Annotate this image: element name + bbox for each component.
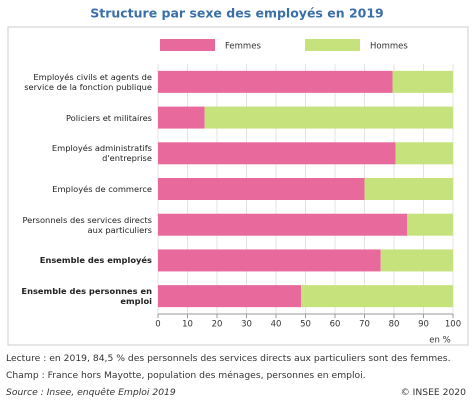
bar-segment [158,142,396,165]
bar-segment [158,213,408,236]
legend-label: Femmes [225,42,261,52]
bar-segment [158,249,381,272]
bar-segment [158,70,393,93]
bar-segment [158,285,302,308]
bar-segment [301,285,453,308]
x-tick-label: 40 [271,320,282,330]
category-label: Ensemble des personnes en emploi [21,286,152,307]
x-axis-label: en % [429,336,450,346]
legend-label: Hommes [370,42,408,52]
category-label: Policiers et militaires [65,112,152,123]
bar-segment [158,106,205,129]
bar-segment [395,142,453,165]
x-tick-label: 80 [389,320,400,330]
x-tick-label: 90 [418,320,429,330]
legend-swatch [160,39,215,51]
note: Source : Insee, enquête Emploi 2019 [6,387,176,398]
note: Champ : France hors Mayotte, population … [6,370,366,381]
category-label: Employés administratifs d'entreprise [51,143,152,164]
note: Lecture : en 2019, 84,5 % des personnels… [6,353,451,364]
x-tick-label: 100 [445,320,461,330]
category-label: Employés civils et agents de service de … [24,71,152,92]
chart-title: Structure par sexe des employés en 2019 [90,6,384,21]
bar-segment [380,249,453,272]
copyright: © INSEE 2020 [400,387,466,398]
category-label: Ensemble des employés [39,255,152,266]
bar-segment [392,70,453,93]
x-tick-label: 20 [212,320,223,330]
x-tick-label: 30 [241,320,252,330]
chart-frame [7,26,469,346]
x-tick-label: 0 [155,320,160,330]
legend-swatch [305,39,360,51]
bar-segment [407,213,453,236]
x-tick-label: 60 [330,320,341,330]
category-label: Employés de commerce [52,184,152,194]
x-tick-label: 10 [182,320,193,330]
bar-segment [158,178,365,200]
x-tick-label: 70 [359,320,370,330]
x-tick-label: 50 [300,320,311,330]
bar-segment [204,106,453,129]
bar-segment [364,178,453,200]
category-label: Personnels des services directs aux part… [22,214,152,235]
